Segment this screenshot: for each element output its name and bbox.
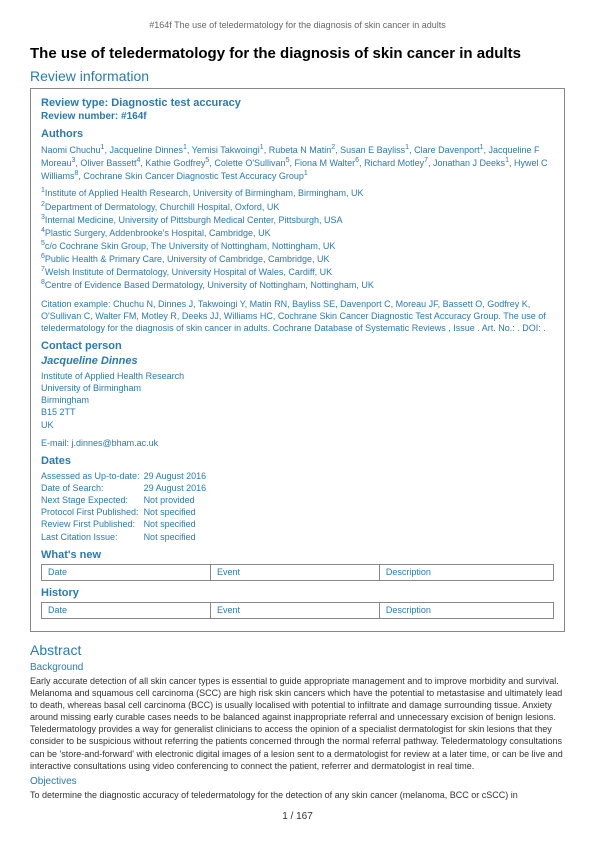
affiliations-block: 1Institute of Applied Health Research, U… xyxy=(41,186,554,291)
contact-line: B15 2TT xyxy=(41,406,554,418)
affiliation: 3Internal Medicine, University of Pittsb… xyxy=(41,213,554,226)
document-title: The use of teledermatology for the diagn… xyxy=(30,45,565,62)
affiliation: 8Centre of Evidence Based Dermatology, U… xyxy=(41,278,554,291)
date-row: Next Stage Expected:Not provided xyxy=(41,494,210,506)
affiliation: 6Public Health & Primary Care, Universit… xyxy=(41,252,554,265)
contact-line: University of Birmingham xyxy=(41,382,554,394)
abstract-heading: Abstract xyxy=(30,642,565,658)
citation-example: Citation example: Chuchu N, Dinnes J, Ta… xyxy=(41,298,554,334)
col-date: Date xyxy=(42,564,211,580)
authors-list: Naomi Chuchu1, Jacqueline Dinnes1, Yemis… xyxy=(41,143,554,182)
dates-heading: Dates xyxy=(41,455,554,467)
contact-line: Institute of Applied Health Research xyxy=(41,370,554,382)
col-event: Event xyxy=(210,564,379,580)
date-row: Protocol First Published:Not specified xyxy=(41,506,210,518)
date-row: Date of Search:29 August 2016 xyxy=(41,482,210,494)
contact-person-name: Jacqueline Dinnes xyxy=(41,355,554,367)
background-text: Early accurate detection of all skin can… xyxy=(30,675,565,772)
date-row: Last Citation Issue:Not specified xyxy=(41,531,210,543)
contact-line: UK xyxy=(41,419,554,431)
background-heading: Background xyxy=(30,662,565,673)
review-type: Review type: Diagnostic test accuracy xyxy=(41,97,554,109)
table-header-row: Date Event Description xyxy=(42,602,554,618)
objectives-heading: Objectives xyxy=(30,776,565,787)
review-info-box: Review type: Diagnostic test accuracy Re… xyxy=(30,88,565,632)
objectives-text: To determine the diagnostic accuracy of … xyxy=(30,789,565,801)
history-table: Date Event Description xyxy=(41,602,554,619)
contact-line: Birmingham xyxy=(41,394,554,406)
date-row: Review First Published:Not specified xyxy=(41,518,210,530)
authors-heading: Authors xyxy=(41,128,554,140)
affiliation: 4Plastic Surgery, Addenbrooke's Hospital… xyxy=(41,226,554,239)
col-date: Date xyxy=(42,602,211,618)
contact-email: E-mail: j.dinnes@bham.ac.uk xyxy=(41,437,554,449)
table-header-row: Date Event Description xyxy=(42,564,554,580)
affiliation: 1Institute of Applied Health Research, U… xyxy=(41,186,554,199)
page-number: 1 / 167 xyxy=(30,811,565,822)
review-number: Review number: #164f xyxy=(41,111,554,122)
affiliation: 5c/o Cochrane Skin Group, The University… xyxy=(41,239,554,252)
affiliation: 7Welsh Institute of Dermatology, Univers… xyxy=(41,265,554,278)
whatsnew-table: Date Event Description xyxy=(41,564,554,581)
page-header: #164f The use of teledermatology for the… xyxy=(30,20,565,30)
col-event: Event xyxy=(210,602,379,618)
whatsnew-heading: What's new xyxy=(41,549,554,561)
review-info-heading: Review information xyxy=(30,68,565,84)
contact-heading: Contact person xyxy=(41,340,554,352)
affiliation: 2Department of Dermatology, Churchill Ho… xyxy=(41,200,554,213)
col-desc: Description xyxy=(379,564,553,580)
col-desc: Description xyxy=(379,602,553,618)
history-heading: History xyxy=(41,587,554,599)
contact-address: Institute of Applied Health Research Uni… xyxy=(41,370,554,431)
date-row: Assessed as Up-to-date:29 August 2016 xyxy=(41,470,210,482)
dates-table: Assessed as Up-to-date:29 August 2016 Da… xyxy=(41,470,210,543)
